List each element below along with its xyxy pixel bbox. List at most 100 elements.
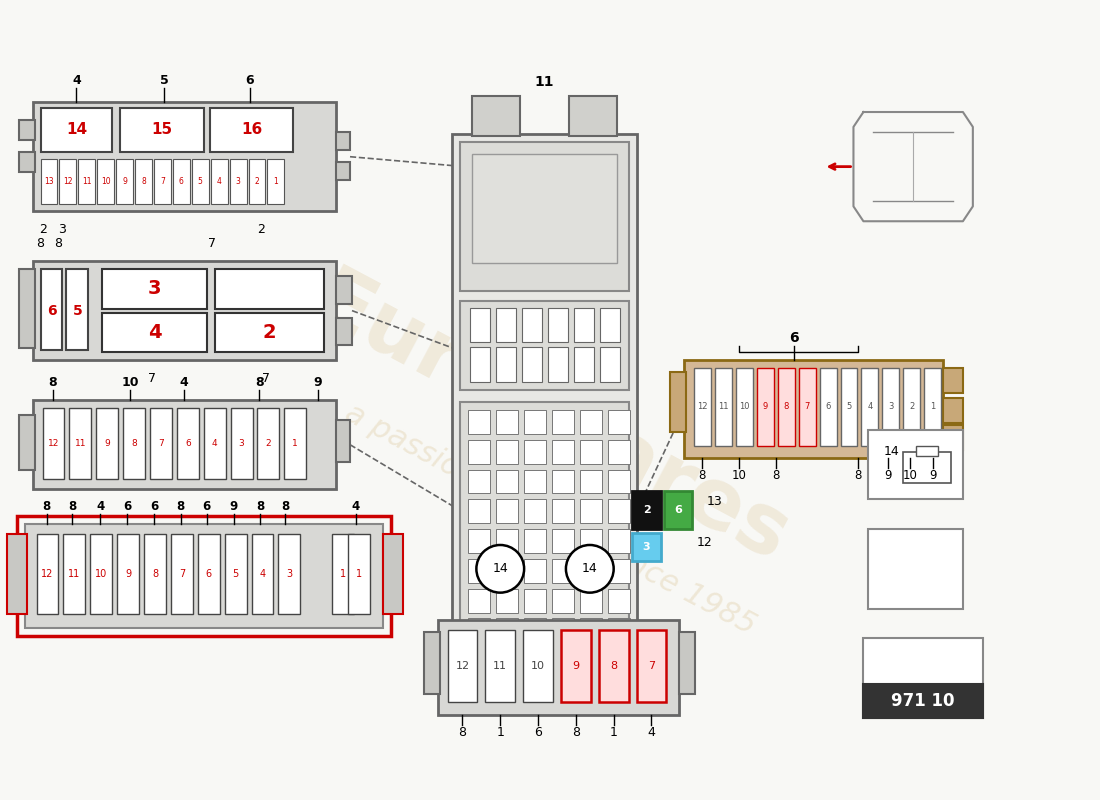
Bar — [631, 491, 661, 529]
Bar — [524, 529, 546, 553]
Bar — [198, 534, 220, 614]
Bar — [864, 684, 982, 718]
Text: 5: 5 — [160, 74, 168, 86]
Bar — [600, 347, 619, 382]
Text: 2: 2 — [39, 222, 46, 236]
Text: 14: 14 — [66, 122, 87, 138]
Bar — [715, 368, 733, 446]
Bar — [561, 630, 591, 702]
Text: 9: 9 — [125, 569, 131, 578]
Bar — [664, 491, 692, 529]
Bar — [552, 440, 574, 463]
Bar — [574, 347, 594, 382]
Text: 8: 8 — [256, 500, 265, 513]
Text: 12: 12 — [47, 439, 59, 448]
Bar — [524, 618, 546, 642]
Bar — [778, 368, 795, 446]
Bar — [569, 96, 617, 136]
Bar — [337, 420, 350, 462]
Bar — [600, 308, 619, 342]
Bar — [144, 534, 166, 614]
Bar — [448, 630, 477, 702]
Bar — [943, 398, 962, 423]
Text: 12: 12 — [455, 661, 470, 671]
Bar — [69, 408, 91, 479]
Bar — [117, 158, 133, 204]
Bar — [548, 308, 568, 342]
Text: 1: 1 — [356, 569, 362, 578]
Bar — [916, 446, 938, 456]
Text: 8: 8 — [572, 726, 580, 739]
Text: 8: 8 — [177, 500, 185, 513]
Text: 14: 14 — [883, 445, 899, 458]
Bar — [580, 499, 602, 523]
Text: 7: 7 — [158, 439, 164, 448]
Bar — [123, 408, 145, 479]
Bar — [580, 410, 602, 434]
Bar — [496, 440, 518, 463]
Text: 16: 16 — [241, 122, 262, 138]
Bar — [211, 158, 228, 204]
Text: 11: 11 — [68, 569, 80, 578]
Bar — [383, 534, 403, 614]
Bar — [469, 559, 491, 582]
Bar — [267, 158, 284, 204]
Bar — [214, 269, 324, 309]
Bar — [580, 440, 602, 463]
Bar — [469, 410, 491, 434]
Bar — [224, 534, 246, 614]
Bar — [631, 533, 661, 561]
Bar — [43, 408, 65, 479]
Text: 7: 7 — [160, 177, 165, 186]
Bar — [461, 142, 628, 290]
Text: 9: 9 — [762, 402, 768, 411]
Text: 8: 8 — [152, 569, 158, 578]
Text: 8: 8 — [282, 500, 289, 513]
Text: 8: 8 — [48, 376, 57, 389]
Bar — [102, 269, 207, 309]
Text: 3: 3 — [642, 542, 650, 552]
Bar — [496, 308, 516, 342]
Bar — [524, 630, 553, 702]
Text: 1: 1 — [930, 402, 935, 411]
Text: 3: 3 — [239, 439, 244, 448]
Bar — [670, 372, 686, 432]
Bar — [24, 524, 383, 629]
Bar — [637, 630, 667, 702]
Text: 9: 9 — [572, 661, 580, 671]
Bar — [607, 529, 629, 553]
Text: 12: 12 — [63, 177, 73, 186]
Bar — [736, 368, 754, 446]
Bar — [507, 675, 576, 714]
Bar — [337, 162, 350, 179]
Bar — [580, 529, 602, 553]
Text: 10: 10 — [121, 376, 139, 389]
Bar — [97, 408, 118, 479]
Bar — [231, 408, 253, 479]
Bar — [607, 618, 629, 642]
Bar — [278, 534, 300, 614]
Text: 8: 8 — [772, 469, 780, 482]
Bar — [191, 158, 209, 204]
Bar — [135, 158, 152, 204]
Text: 8: 8 — [783, 402, 789, 411]
Bar — [230, 158, 246, 204]
Text: 10: 10 — [739, 402, 750, 411]
Text: 4: 4 — [179, 376, 188, 389]
Bar — [97, 158, 114, 204]
Text: 6: 6 — [179, 177, 184, 186]
Text: 7: 7 — [208, 237, 216, 250]
Bar — [41, 158, 57, 204]
Text: 4: 4 — [96, 500, 104, 513]
Text: 10: 10 — [96, 569, 108, 578]
Bar — [471, 308, 491, 342]
Bar — [64, 534, 86, 614]
Text: 2: 2 — [642, 506, 650, 515]
Bar — [524, 559, 546, 582]
Text: 8: 8 — [68, 500, 77, 513]
Bar — [33, 400, 337, 490]
Circle shape — [476, 545, 524, 593]
Text: 12: 12 — [696, 537, 712, 550]
Bar — [469, 618, 491, 642]
Bar — [102, 313, 207, 352]
